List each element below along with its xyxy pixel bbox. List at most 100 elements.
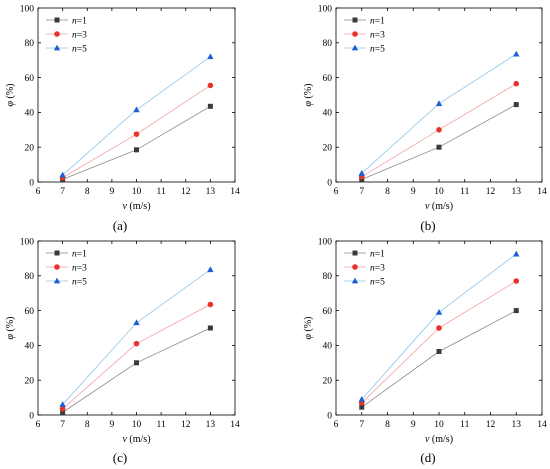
legend-variable: n [72,277,77,287]
x-tick-label: 6 [36,187,41,197]
square-marker [352,250,358,256]
x-axis-title: v (m/s) [425,201,453,212]
x-tick-label: 13 [512,187,522,197]
legend-label: n=1 [370,249,385,259]
series-line [62,56,211,176]
circle-marker [436,127,442,133]
x-tick-label: 8 [85,420,90,430]
legend-variable: n [370,277,375,287]
legend-variable: n [72,44,77,54]
legend-value: =5 [375,277,385,287]
x-axis-title: v (m/s) [122,201,150,212]
x-tick-label: 7 [60,187,65,197]
square-marker [436,144,442,150]
x-axis-unit: (m/s) [127,201,151,212]
y-tick-label: 40 [323,342,333,352]
x-tick-label: 7 [359,420,364,430]
x-tick-label: 12 [486,420,496,430]
series-line [361,310,517,408]
x-tick-label: 10 [132,187,142,197]
circle-marker [436,325,442,331]
y-tick-label: 40 [25,342,35,352]
x-axis-title: v (m/s) [122,434,150,445]
x-tick-label: 11 [460,420,469,430]
square-marker [54,250,60,256]
legend-value: =1 [375,249,385,259]
x-tick-label: 13 [206,420,216,430]
y-tick-label: 80 [323,272,333,282]
x-tick-label: 6 [334,187,339,197]
circle-marker [207,82,214,89]
square-marker [359,404,365,410]
series-line [361,53,517,174]
triangle-marker [207,266,214,273]
square-marker [513,308,519,314]
y-axis-unit: (%) [5,316,16,334]
y-tick-label: 80 [25,39,35,49]
x-tick-label: 6 [334,420,339,430]
y-tick-label: 0 [29,178,34,188]
triangle-marker [53,277,61,284]
circle-marker [54,264,60,270]
circle-marker [513,278,520,284]
triangle-marker [435,308,443,315]
legend-value: =3 [77,30,87,40]
triangle-marker [133,106,140,113]
x-tick-label: 14 [537,420,547,430]
triangle-marker [513,50,520,57]
y-tick-label: 0 [29,411,34,421]
y-tick-label: 20 [323,144,333,154]
y-tick-label: 0 [327,178,332,188]
legend-label: n=3 [370,30,385,40]
y-tick-label: 100 [318,4,333,14]
x-tick-label: 14 [537,187,547,197]
x-tick-label: 8 [385,187,390,197]
triangle-marker [207,53,214,60]
y-tick-label: 60 [25,74,35,84]
panel-label: (c) [113,450,127,465]
legend-label: n=5 [370,277,385,287]
legend-label: n=3 [72,30,87,40]
triangle-marker [358,169,365,176]
square-marker [436,348,442,354]
triangle-marker [59,401,66,407]
series-line [62,327,211,413]
legend-variable: n [72,16,77,26]
legend-label: n=1 [72,249,87,259]
legend-label: n=1 [370,16,385,26]
x-tick-label: 11 [460,187,469,197]
y-axis-title: φ (%) [5,83,16,106]
legend-variable: n [370,30,375,40]
y-tick-label: 60 [323,74,333,84]
legend-variable: n [72,30,77,40]
x-axis-variable: v [122,201,127,212]
legend-variable: n [370,249,375,259]
y-tick-label: 60 [323,307,333,317]
y-axis-title: φ (%) [303,83,314,106]
y-tick-label: 40 [323,109,333,119]
x-tick-label: 11 [157,420,166,430]
triangle-marker [513,250,520,257]
legend-variable: n [72,263,77,273]
x-axis-variable: v [425,201,430,212]
x-axis-variable: v [122,434,127,445]
y-axis-variable: φ [5,334,16,340]
x-tick-label: 14 [230,187,240,197]
x-axis-unit: (m/s) [429,201,453,212]
y-tick-label: 40 [25,109,35,119]
x-axis-unit: (m/s) [127,434,151,445]
x-tick-label: 9 [110,420,115,430]
y-axis-variable: φ [303,101,314,107]
legend-label: n=3 [370,263,385,273]
x-tick-label: 13 [206,187,216,197]
circle-marker [54,31,60,37]
x-tick-label: 12 [181,187,191,197]
legend-value: =1 [77,16,87,26]
legend-label: n=3 [72,263,87,273]
square-marker [513,102,519,108]
square-marker [60,409,66,415]
y-tick-label: 100 [20,237,35,247]
